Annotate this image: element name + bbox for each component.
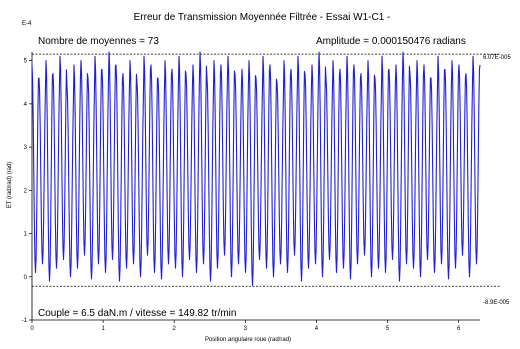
x-tick-label: 1: [101, 326, 105, 332]
y-tick-label: 1: [24, 232, 28, 238]
y-tick-label: 2: [24, 188, 28, 194]
x-tick-label: 2: [173, 326, 177, 332]
y-tick-label: 0: [24, 275, 28, 281]
series-group: [31, 51, 481, 286]
series-line: [31, 51, 481, 286]
amplitude-annotation: Amplitude = 0.000150476 radians: [316, 36, 466, 47]
x-tick-label: 0: [30, 326, 34, 332]
x-axis-ticks: 0 1 2 3 4 5 6: [30, 320, 461, 332]
upper-reference-label: 6.07E-005: [483, 55, 511, 61]
couple-annotation: Couple = 6.5 daN.m / vitesse = 149.82 tr…: [38, 308, 236, 319]
reference-lines: [32, 53, 500, 287]
y-tick-label: 4: [24, 102, 28, 108]
axis-exponent: E-4: [22, 21, 32, 27]
y-axis-label: ET (rad/rad) (rad): [7, 162, 13, 209]
x-axis-label: Position angulaire roue (rad/rad): [205, 337, 291, 343]
y-tick-label: 3: [24, 145, 28, 151]
plot-frame: [31, 52, 480, 321]
x-tick-label: 6: [457, 326, 461, 332]
x-tick-label: 4: [315, 326, 319, 332]
y-axis-ticks: -1 0 1 2 3 4 5: [22, 59, 32, 324]
y-tick-label: 5: [24, 59, 28, 65]
x-tick-label: 5: [386, 326, 390, 332]
y-tick-label: -1: [22, 318, 28, 324]
x-tick-label: 3: [244, 326, 248, 332]
nombre-moyennes-annotation: Nombre de moyennes = 73: [38, 36, 159, 47]
chart-title: Erreur de Transmission Moyennée Filtrée …: [134, 12, 391, 23]
lower-reference-label: -8.9E-005: [483, 300, 510, 306]
